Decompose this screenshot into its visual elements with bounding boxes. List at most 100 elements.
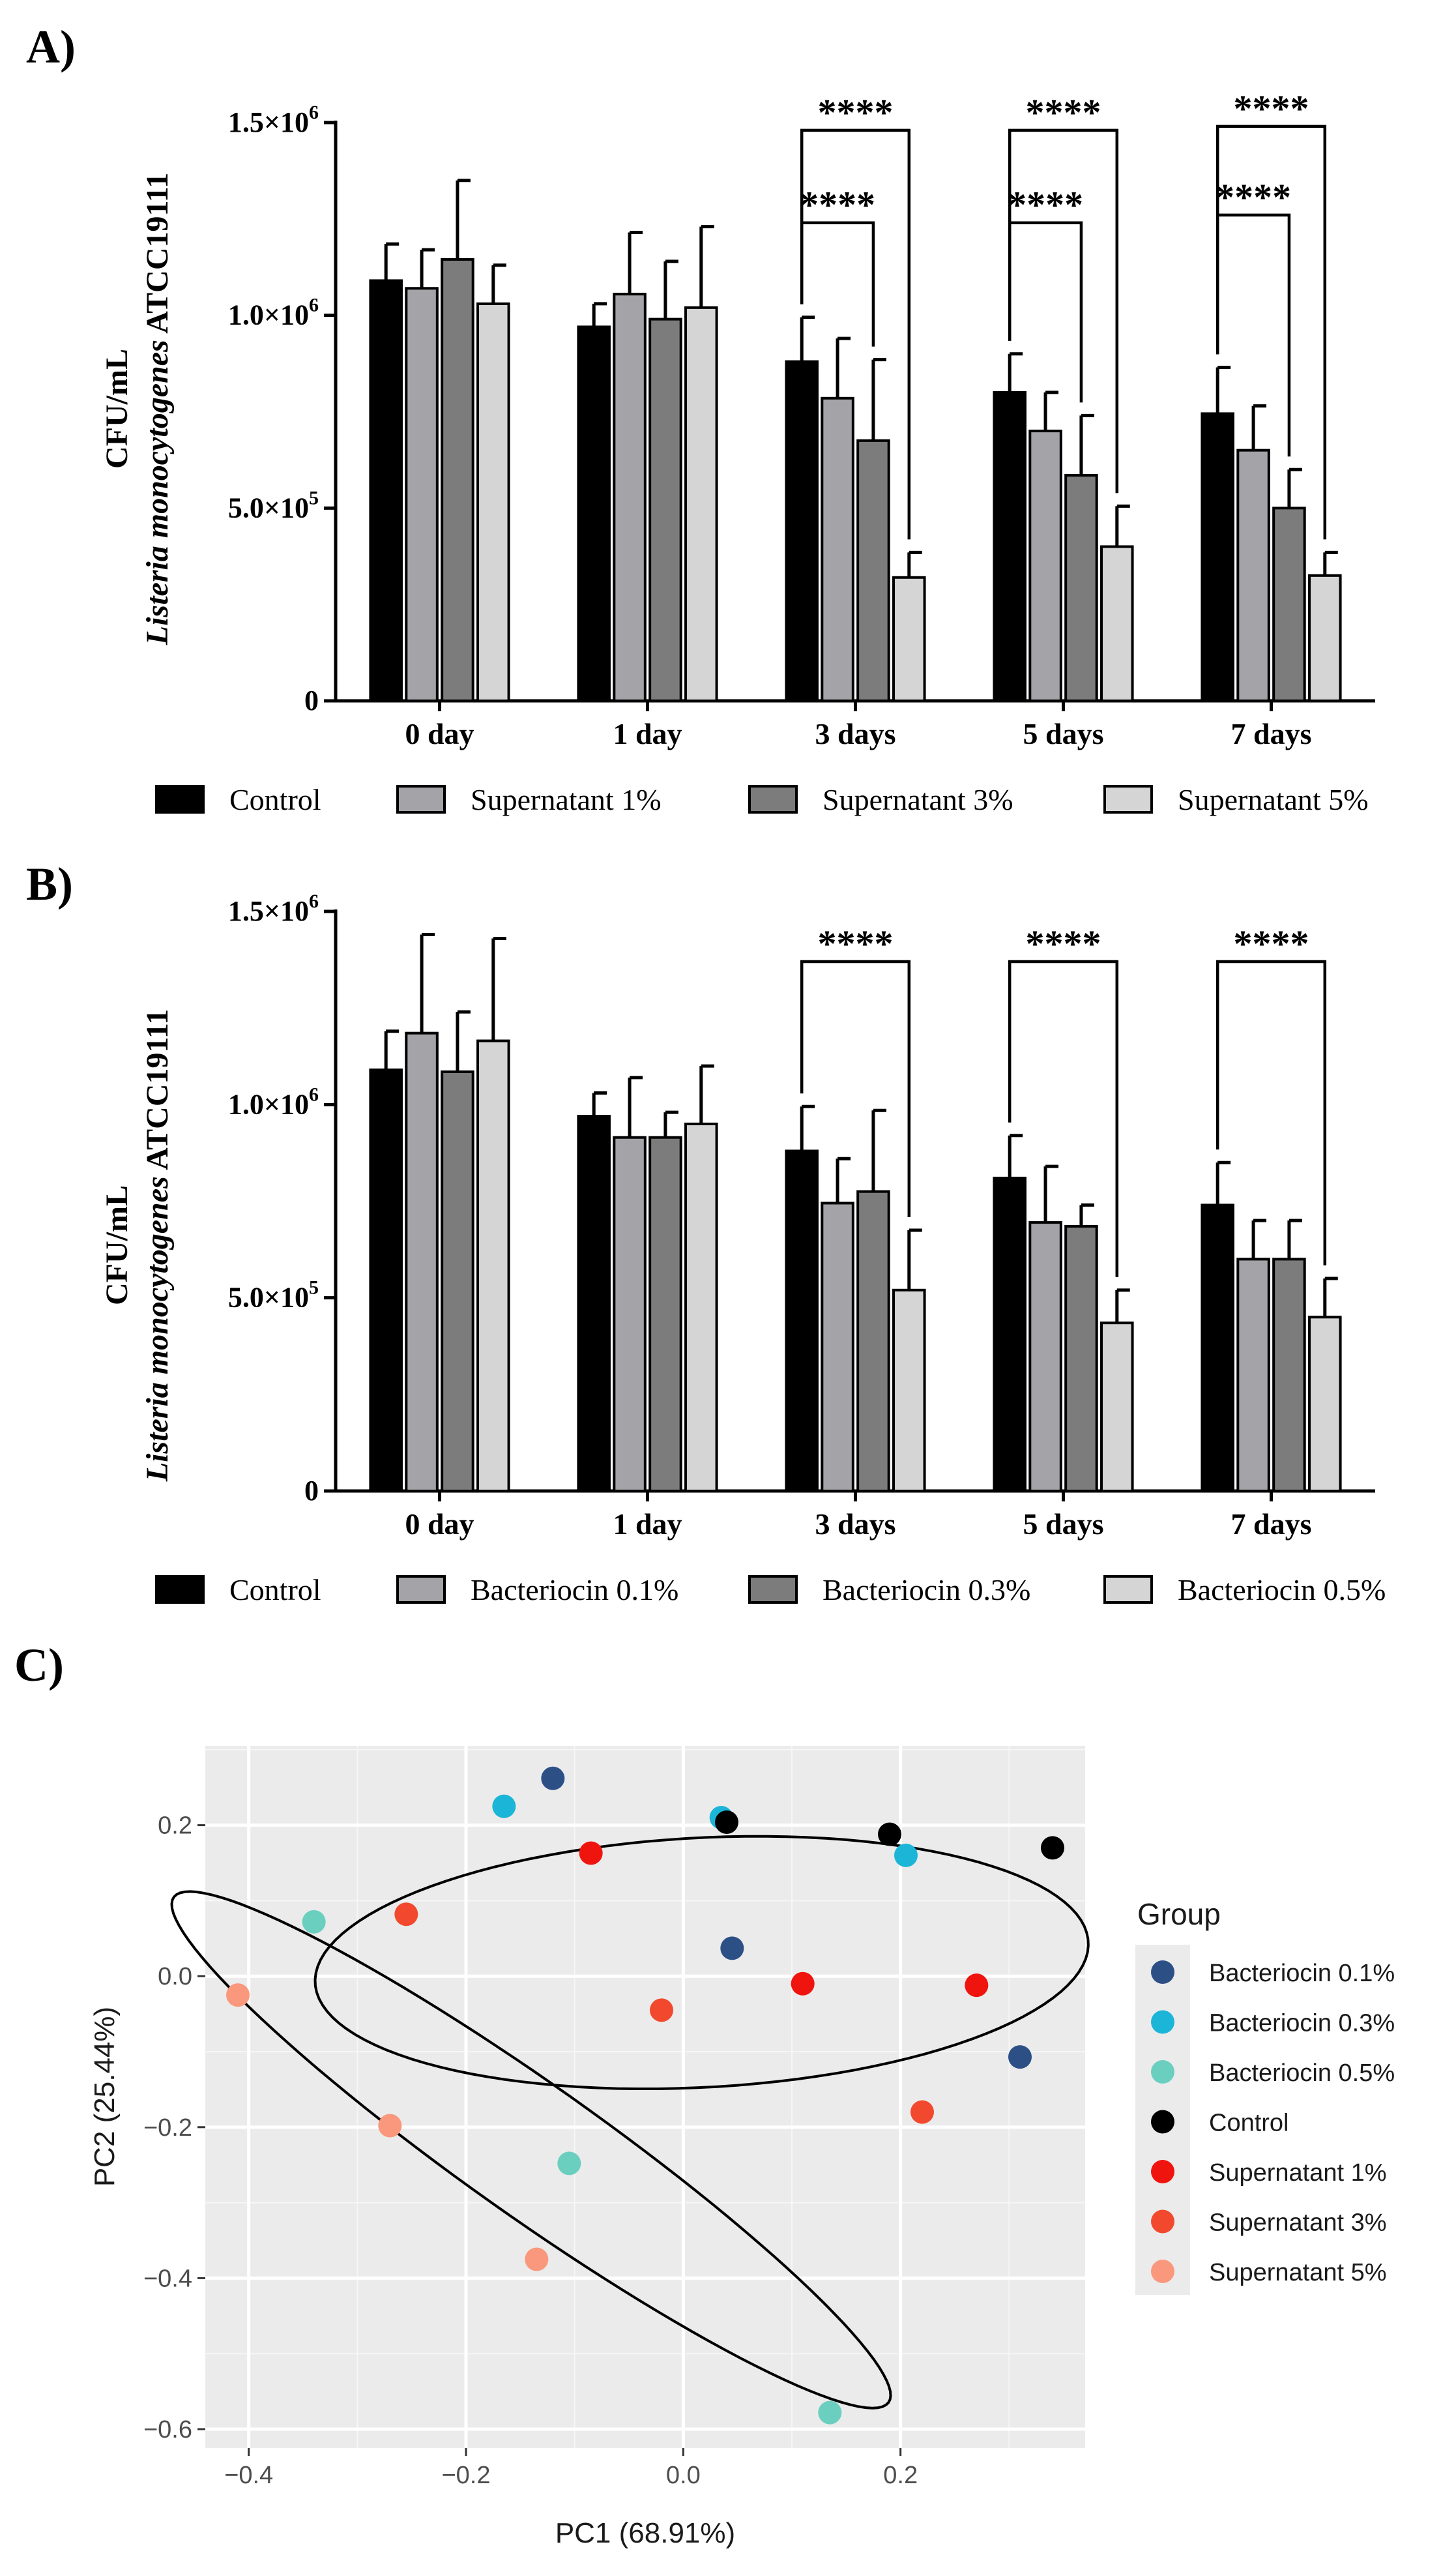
significance-stars: ****: [818, 91, 894, 134]
x-tick-label: 3 days: [815, 1507, 896, 1541]
significance-bracket: [1008, 960, 1119, 1277]
x-tick-label: 7 days: [1231, 1507, 1312, 1541]
bar: [1064, 1225, 1098, 1492]
bar: [613, 1136, 647, 1492]
bar: [1272, 507, 1306, 702]
y-tick-label: 5.0×105: [228, 1277, 319, 1314]
bar: [892, 1288, 926, 1493]
y-tick-label: 0: [304, 1475, 319, 1507]
significance-bracket: [800, 221, 875, 347]
bar: [1028, 430, 1062, 702]
panel-c-pca-scatter: C) −0.4 −0.2 0.0 0.2 0.2 0.0 −0.2 −0.4 −0.6 PC1 …: [14, 1639, 1395, 2549]
legend-key-point: [1151, 2060, 1174, 2084]
panel-a-bar-chart: A) CFU/mL Listeria monocytogenes ATCC191…: [26, 21, 1375, 816]
bar: [648, 317, 682, 702]
pca-axes: −0.4 −0.2 0.0 0.2 0.2 0.0 −0.2 −0.4 −0.6: [143, 1812, 918, 2489]
y-tick-exponent: 5: [309, 487, 319, 509]
bar: [1308, 1316, 1342, 1493]
significance-stars: ****: [1234, 922, 1309, 965]
x-tick-label: 7 days: [1231, 717, 1312, 750]
y-tick-exponent: 6: [309, 1084, 319, 1105]
data-point: [791, 1971, 815, 1996]
pca-gridlines: [205, 1746, 1085, 2448]
bar: [785, 360, 819, 702]
bar: [1201, 412, 1234, 702]
legend-entry: Bacteriocin 0.3%: [1209, 2010, 1395, 2037]
y-tick-label: 0.0: [158, 1963, 192, 1990]
legend-entry: Bacteriocin 0.5%: [1209, 2059, 1395, 2087]
legend-entry: Supernatant 3%: [823, 783, 1013, 816]
x-tick-label: 1 day: [613, 1507, 682, 1541]
bar: [1201, 1203, 1234, 1492]
x-tick-label: −0.2: [441, 2462, 490, 2489]
y-tick-mantissa: 1.0×10: [228, 1088, 309, 1120]
legend-swatch: [396, 785, 446, 814]
legend-swatch: [748, 785, 798, 814]
confidence-ellipse: [170, 1890, 892, 2410]
bar: [1236, 1258, 1270, 1493]
significance-bracket: [1216, 960, 1327, 1266]
significance-stars: ****: [1008, 184, 1083, 226]
y-tick-label: 1.0×106: [228, 295, 319, 331]
data-point: [226, 1983, 250, 2007]
data-point: [525, 2247, 549, 2271]
y-tick-label: 0: [304, 685, 319, 716]
bar: [993, 1176, 1026, 1492]
data-point: [302, 1910, 326, 1934]
y-tick-exponent: 6: [309, 891, 319, 912]
y-tick-mantissa: 5.0×10: [228, 492, 309, 524]
data-point: [492, 1794, 516, 1818]
bar: [577, 1115, 611, 1492]
y-tick-mantissa: 1.5×10: [228, 106, 309, 138]
legend-entry: Supernatant 1%: [471, 783, 662, 816]
y-tick-exponent: 6: [309, 295, 319, 316]
bar: [577, 325, 611, 702]
bar: [821, 396, 854, 702]
data-point: [910, 2100, 934, 2124]
legend-entry: Bacteriocin 0.1%: [1209, 1960, 1395, 1987]
x-tick-label: 0.2: [883, 2462, 918, 2489]
y-tick-label: −0.2: [143, 2114, 192, 2142]
bar: [648, 1136, 682, 1492]
bar: [476, 302, 510, 702]
significance-bracket: [800, 128, 911, 540]
panel-a-label: A): [26, 21, 76, 73]
bar: [1028, 1221, 1062, 1492]
pca-x-axis-label: PC1 (68.91%): [555, 2517, 735, 2549]
x-tick-label: 0 day: [405, 717, 474, 750]
legend-entry: Bacteriocin 0.3%: [823, 1573, 1030, 1606]
bar: [441, 1070, 474, 1492]
bar: [476, 1039, 510, 1492]
y-tick-exponent: 6: [309, 102, 319, 123]
panel-b-label: B): [26, 858, 73, 910]
legend-swatch: [155, 785, 205, 814]
pca-legend-title: Group: [1137, 1897, 1221, 1931]
legend-swatch: [396, 1575, 446, 1604]
bar: [993, 391, 1026, 703]
legend-key-point: [1151, 2110, 1174, 2134]
data-point: [878, 1822, 901, 1846]
y-tick-mantissa: 0: [304, 1475, 319, 1507]
pca-y-axis-label: PC2 (25.44%): [89, 2007, 121, 2187]
data-point: [378, 2114, 402, 2138]
y-tick-mantissa: 0: [304, 685, 319, 716]
data-point: [715, 1810, 738, 1834]
significance-stars: ****: [818, 922, 894, 965]
bar: [856, 439, 890, 702]
significance-bracket: [800, 960, 911, 1217]
panel-b-ylabel-plain: ATCC19111: [140, 1009, 175, 1177]
confidence-ellipse: [313, 1835, 1090, 2090]
data-point: [394, 1902, 418, 1926]
panel-b-y-axis-label: CFU/mL Listeria monocytogenes ATCC19111: [100, 1009, 175, 1482]
y-tick-label: 1.5×106: [228, 102, 319, 138]
data-point: [1008, 2045, 1032, 2069]
bar: [405, 1031, 439, 1492]
legend-entry: Supernatant 1%: [1209, 2159, 1387, 2187]
legend-entry: Bacteriocin 0.5%: [1178, 1573, 1386, 1606]
y-tick-label: 5.0×105: [228, 487, 319, 524]
x-tick-label: −0.4: [224, 2462, 273, 2489]
significance-stars: ****: [1234, 87, 1309, 130]
y-tick-label: 1.0×106: [228, 1084, 319, 1120]
